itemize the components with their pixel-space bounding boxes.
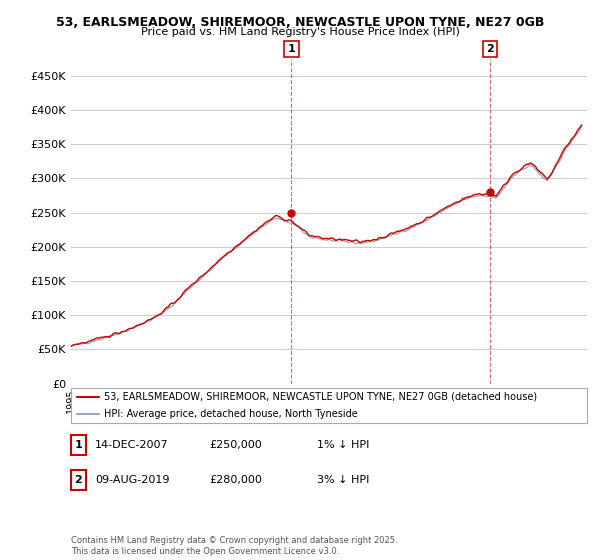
Text: Price paid vs. HM Land Registry's House Price Index (HPI): Price paid vs. HM Land Registry's House … [140,27,460,37]
Text: Contains HM Land Registry data © Crown copyright and database right 2025.
This d: Contains HM Land Registry data © Crown c… [71,536,397,556]
Text: 53, EARLSMEADOW, SHIREMOOR, NEWCASTLE UPON TYNE, NE27 0GB: 53, EARLSMEADOW, SHIREMOOR, NEWCASTLE UP… [56,16,544,29]
Text: £280,000: £280,000 [209,475,262,485]
Text: 09-AUG-2019: 09-AUG-2019 [95,475,169,485]
Text: HPI: Average price, detached house, North Tyneside: HPI: Average price, detached house, Nort… [104,409,358,419]
Text: 1: 1 [287,44,295,54]
Text: 2: 2 [74,475,82,485]
Text: 2: 2 [486,44,494,54]
Text: 14-DEC-2007: 14-DEC-2007 [95,440,169,450]
Text: 1% ↓ HPI: 1% ↓ HPI [317,440,369,450]
Text: 1: 1 [74,440,82,450]
Text: £250,000: £250,000 [209,440,262,450]
Text: 3% ↓ HPI: 3% ↓ HPI [317,475,369,485]
Text: 53, EARLSMEADOW, SHIREMOOR, NEWCASTLE UPON TYNE, NE27 0GB (detached house): 53, EARLSMEADOW, SHIREMOOR, NEWCASTLE UP… [104,392,538,402]
